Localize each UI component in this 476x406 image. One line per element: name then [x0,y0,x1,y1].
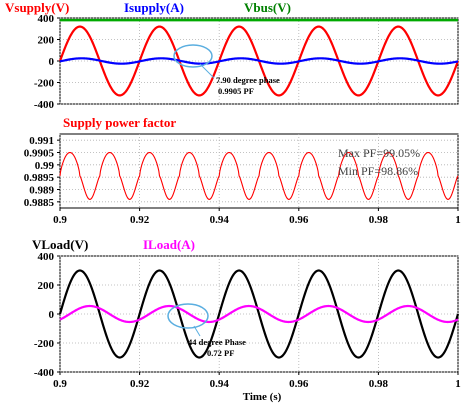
x-tick-label: 0.9 [53,378,67,390]
y-tick-label: 200 [38,280,55,292]
legend-vbus: Vbus(V) [244,0,291,15]
y-tick-label: 0.991 [29,135,54,147]
series-line-isupplya [59,57,459,65]
x-tick-label: 0.94 [210,214,230,226]
load-pf-annotation: 0.72 PF [207,348,234,358]
legend-iload: ILoad(A) [143,237,195,252]
load-phase-highlight-ellipse [167,303,209,329]
x-tick-label: 0.96 [289,378,309,390]
x-tick-label: 0.98 [369,214,389,226]
y-tick-label: 0.9885 [24,197,55,209]
x-tick-label: 0.96 [289,214,309,226]
series-load [58,269,460,359]
x-tick-label: 1 [455,214,461,226]
x-tick-label: 0.94 [210,378,230,390]
y-tick-label: -200 [34,78,55,90]
x-tick-label: 0.9 [53,214,67,226]
panel-load: VLoad(V) ILoad(A) 400 200 0 -200 -400 44 deg… [32,237,461,403]
y-tick-label: 0 [49,309,55,321]
load-callout-line [193,325,201,337]
y-tick-label: 0 [49,56,55,68]
y-tick-label: 0.989 [29,185,54,197]
phase-highlight-ellipse [173,44,213,68]
load-phase-annotation: 44 degree Phase [188,337,246,347]
supply-pf-annotation: 0.9905 PF [218,86,254,96]
power-factor-title: Supply power factor [63,115,176,130]
series-supply [58,18,460,97]
phase-callout-line [199,63,215,79]
y-tick-label: 400 [38,13,55,25]
series-line-powerfactor [59,151,459,200]
x-axis-label: Time (s) [243,391,282,403]
y-tick-label: -200 [34,338,55,350]
x-ticks-load: 0.9 0.92 0.94 0.96 0.98 1 [53,372,461,390]
x-tick-label: 1 [455,378,461,390]
supply-phase-annotation: 7.90 degree phase [216,75,280,85]
x-tick-label: 0.98 [369,378,389,390]
grid-pf [59,134,459,208]
y-tick-label: 0.99 [35,160,55,172]
min-pf-annotation: Min PF=98.86% [338,164,418,178]
series-pf [59,151,459,200]
y-ticks-supply: 400 200 0 -200 -400 [34,13,60,111]
max-pf-annotation: Max PF=99.05% [338,146,420,160]
legend-vsupply: Vsupply(V) [5,0,69,15]
y-tick-label: 0.9905 [24,148,55,160]
x-tick-label: 0.92 [130,378,150,390]
y-tick-label: 0.9895 [24,172,55,184]
series-line-vloadv [58,269,460,359]
y-ticks-load: 400 200 0 -200 -400 [34,251,60,379]
y-tick-label: 200 [38,35,55,47]
x-ticks-pf: 0.9 0.92 0.94 0.96 0.98 1 [53,208,461,226]
legend-vload: VLoad(V) [32,237,88,252]
y-tick-label: -400 [34,367,55,379]
y-tick-label: -400 [34,99,55,111]
series-line-iloada [59,304,459,324]
x-tick-label: 0.92 [130,214,150,226]
y-tick-label: 400 [38,251,55,263]
legend-isupply: Isupply(A) [124,0,184,15]
panel-power-factor: Supply power factor 0.9910.99050.990.989… [24,115,461,226]
panel-supply: Vsupply(V) Isupply(A) Vbus(V) 400 200 0 -20… [5,0,460,111]
